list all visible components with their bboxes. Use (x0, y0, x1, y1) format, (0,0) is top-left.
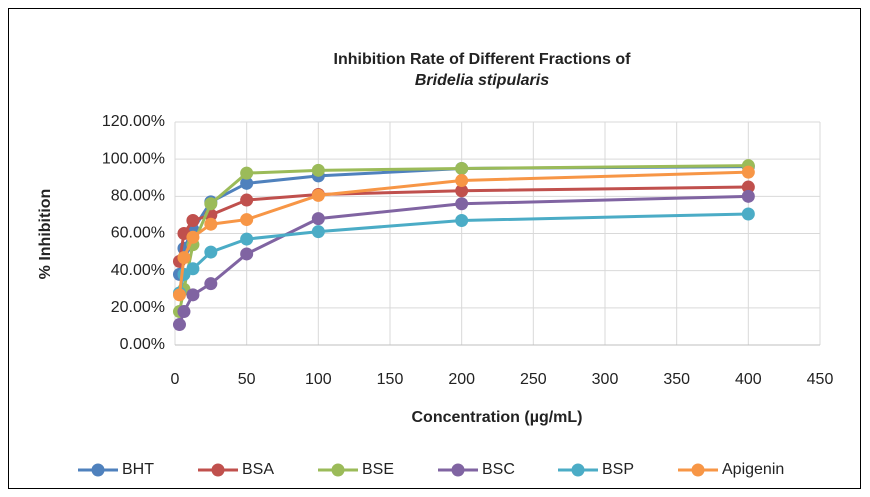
x-tick-label: 200 (448, 371, 475, 388)
y-tick-label: 40.00% (111, 262, 165, 279)
chart-subtitle: Bridelia stipularis (415, 72, 549, 89)
data-point (177, 305, 191, 319)
x-tick-label: 100 (305, 371, 332, 388)
x-tick-label: 150 (377, 371, 404, 388)
y-tick-label: 0.00% (120, 336, 165, 353)
legend-marker (331, 463, 345, 477)
legend-marker (91, 463, 105, 477)
y-tick-label: 100.00% (102, 150, 165, 167)
series-line (178, 164, 749, 312)
y-tick-label: 60.00% (111, 225, 165, 242)
legend-marker (691, 463, 705, 477)
x-tick-label: 50 (238, 371, 256, 388)
x-tick-label: 300 (592, 371, 619, 388)
data-point (240, 232, 254, 246)
legend-marker (571, 463, 585, 477)
data-point (455, 174, 469, 188)
legend-label: Apigenin (722, 461, 784, 478)
data-point (311, 188, 325, 202)
data-point (455, 197, 469, 211)
data-point (240, 166, 254, 180)
y-tick-label: 20.00% (111, 299, 165, 316)
data-point (186, 213, 200, 227)
x-tick-label: 250 (520, 371, 547, 388)
data-point (455, 213, 469, 227)
x-tick-label: 450 (807, 371, 834, 388)
data-point (240, 176, 254, 190)
data-point (311, 225, 325, 239)
x-tick-label: 0 (171, 371, 180, 388)
y-tick-label: 80.00% (111, 188, 165, 205)
chart-title: Inhibition Rate of Different Fractions o… (334, 51, 632, 68)
data-point (741, 180, 755, 194)
data-point (240, 213, 254, 227)
x-tick-label: 350 (663, 371, 690, 388)
y-axis-title: % Inhibition (37, 189, 54, 280)
data-point (204, 277, 218, 291)
data-point (455, 184, 469, 198)
data-point (741, 189, 755, 203)
legend-label: BSP (602, 461, 634, 478)
data-point (186, 288, 200, 302)
legend-label: BSA (242, 461, 274, 478)
data-point (311, 163, 325, 177)
data-point (741, 165, 755, 179)
data-point (240, 193, 254, 207)
legend-label: BHT (122, 461, 154, 478)
data-point (177, 251, 191, 265)
legend-label: BSE (362, 461, 394, 478)
legend-marker (211, 463, 225, 477)
legend-label: BSC (482, 461, 515, 478)
data-point (741, 207, 755, 221)
data-point (186, 230, 200, 244)
data-point (172, 318, 186, 332)
data-point (186, 262, 200, 276)
x-axis-title: Concentration (µg/mL) (412, 409, 583, 426)
data-point (455, 161, 469, 175)
chart-frame (8, 8, 861, 489)
data-point (204, 245, 218, 259)
data-point (240, 247, 254, 261)
legend-marker (451, 463, 465, 477)
data-point (204, 197, 218, 211)
data-point (204, 217, 218, 231)
data-point (311, 212, 325, 226)
x-tick-label: 400 (735, 371, 762, 388)
data-point (172, 288, 186, 302)
y-tick-label: 120.00% (102, 113, 165, 130)
